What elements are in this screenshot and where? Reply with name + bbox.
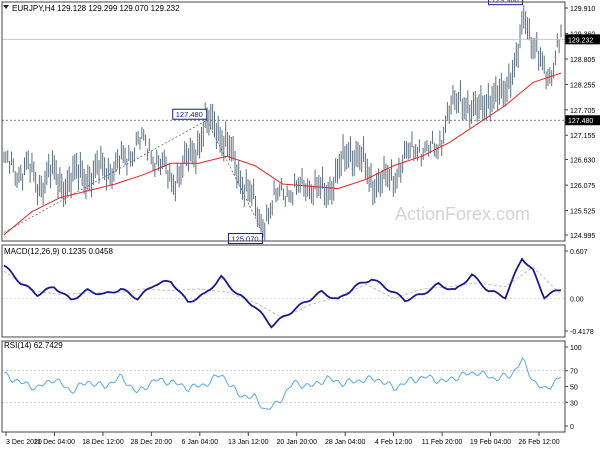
rsi-panel-header: RSI(14) 62.7429	[4, 341, 63, 350]
y-tick-label: 124.995	[570, 233, 595, 240]
last-price-label: 129.232	[565, 34, 600, 45]
level-text: 127.480	[568, 118, 593, 125]
y-tick-label: 70	[570, 369, 578, 376]
annotation-text: 127.480	[176, 110, 203, 119]
y-tick-label: 100	[570, 345, 582, 352]
x-tick-label: 19 Feb 04:00	[470, 439, 511, 446]
rsi-panel[interactable]: 100 70 50 30 0	[2, 345, 582, 431]
panel-frame-1	[1, 244, 566, 338]
x-tick-label: 20 Jan 20:00	[276, 439, 317, 446]
macd-panel-header: MACD(12,26,9) 0.1235 0.0458	[4, 247, 114, 256]
watermark-text: ActionForex.com	[395, 204, 530, 224]
x-tick-label: 6 Jan 04:00	[182, 439, 219, 446]
macd-signal-line	[3, 266, 562, 319]
y-tick-label: 0	[570, 424, 574, 431]
x-tick-label: 13 Jan 12:00	[228, 439, 269, 446]
y-tick-label: 126.075	[570, 183, 595, 190]
x-tick-label: 28 Dec 20:00	[131, 439, 173, 446]
y-tick-label: 0.607	[570, 249, 588, 256]
fib-line	[3, 119, 207, 233]
macd-line	[3, 257, 562, 329]
y-tick-label: 128.805	[570, 57, 595, 64]
y-tick-label: 128.255	[570, 82, 595, 89]
y-tick-label: 126.630	[570, 157, 595, 164]
level-label: 127.480	[565, 115, 600, 126]
x-tick-label: 26 Feb 12:00	[518, 439, 559, 446]
dropdown-triangle-icon[interactable]	[3, 5, 9, 9]
panel-frames	[1, 1, 566, 433]
last-price-text: 129.232	[568, 37, 593, 44]
swing-annotation[interactable]: 127.480	[172, 108, 208, 120]
macd-last-box	[565, 293, 591, 304]
annotation-text: 125.070	[231, 235, 258, 244]
x-tick-label: 28 Jan 04:00	[325, 439, 366, 446]
y-tick-label: 50	[570, 385, 578, 392]
x-tick-label: 3 Dec 2020	[6, 439, 42, 446]
y-tick-label: 127.705	[570, 108, 595, 115]
annotation-box	[172, 108, 208, 120]
price-panel[interactable]: 129.910129.360128.805128.255127.705127.1…	[2, 0, 600, 245]
x-tick-label: 18 Dec 12:00	[82, 439, 124, 446]
annotation-box	[227, 233, 263, 245]
y-tick-label: 125.525	[570, 209, 595, 216]
x-tick-label: 11 Dec 04:00	[34, 439, 75, 446]
last-price-box	[565, 34, 600, 45]
y-tick-label: -0.4178	[570, 329, 594, 336]
macd-last-label: 0.00	[565, 293, 591, 304]
panel-frame-0	[1, 1, 566, 242]
y-tick-label: 129.910	[570, 6, 595, 13]
price-panel-header: EURJPY,H4 129.128 129.299 129.070 129.23…	[12, 4, 180, 13]
x-tick-label: 11 Feb 20:00	[422, 439, 463, 446]
moving-average-line	[3, 72, 562, 236]
swing-annotation[interactable]: 125.070	[227, 233, 263, 245]
panel-frame-2	[1, 340, 566, 433]
macd-last-text: 0.00	[570, 296, 584, 303]
y-tick-label: 127.155	[570, 133, 595, 140]
level-box	[565, 115, 600, 126]
price-bars	[3, 5, 562, 241]
rsi-line	[3, 356, 562, 410]
fib-line	[206, 120, 263, 232]
x-tick-label: 4 Feb 12:00	[375, 439, 412, 446]
y-tick-label: 30	[570, 400, 578, 407]
